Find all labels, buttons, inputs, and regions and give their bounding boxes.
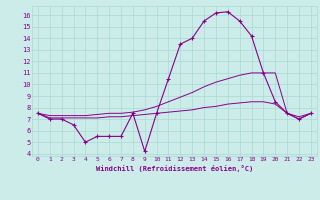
X-axis label: Windchill (Refroidissement éolien,°C): Windchill (Refroidissement éolien,°C) <box>96 165 253 172</box>
